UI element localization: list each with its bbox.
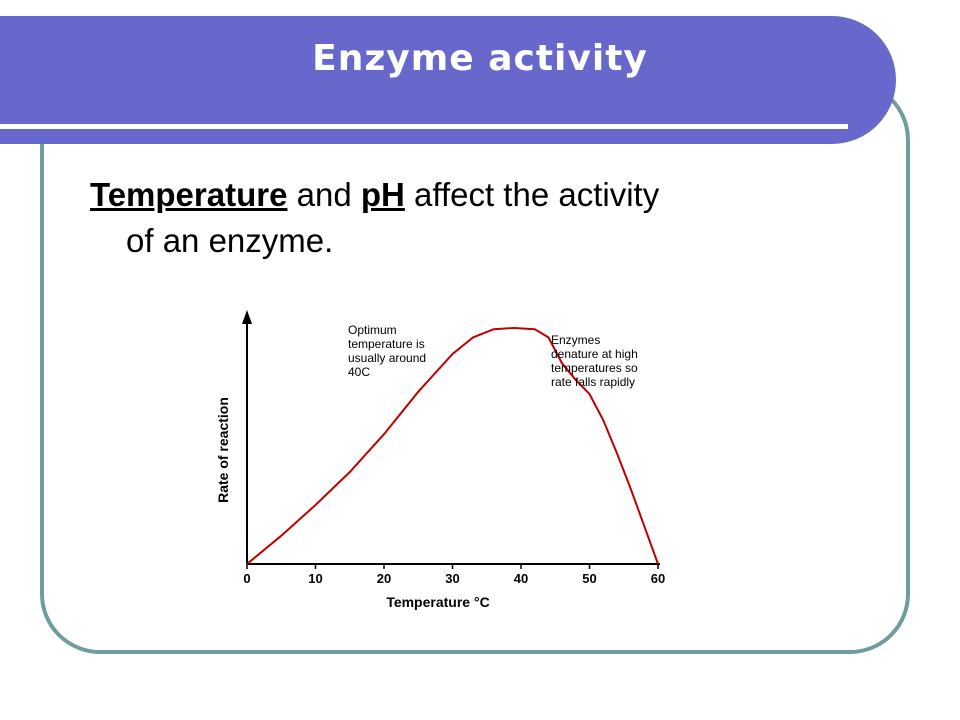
x-tick-label: 0 <box>243 571 250 586</box>
annotation-line: temperature is <box>348 337 425 351</box>
title-banner <box>0 16 896 144</box>
annotation-line: denature at high <box>551 347 638 361</box>
y-axis-arrow <box>242 310 252 324</box>
x-tick-label: 50 <box>582 571 596 586</box>
enzyme-temperature-chart: 0 10 20 30 40 50 60 Temperature °C Rate of rea… <box>215 310 665 610</box>
text-rest-line2: of an enzyme. <box>126 222 334 259</box>
x-axis-label: Temperature °C <box>386 594 489 610</box>
annotation-line: Enzymes <box>551 333 600 347</box>
optimum-annotation: Optimum temperature is usually around 40… <box>348 323 426 379</box>
term-temperature: Temperature <box>90 176 288 213</box>
annotation-line: temperatures so <box>551 361 638 375</box>
x-tick-label: 20 <box>377 571 391 586</box>
term-ph: pH <box>360 176 405 213</box>
banner-rule <box>0 124 848 129</box>
annotation-line: usually around <box>348 351 426 365</box>
y-axis-label: Rate of reaction <box>215 397 231 503</box>
x-tick-label: 60 <box>651 571 665 586</box>
text-rest-line1: affect the activity <box>404 176 660 213</box>
annotation-line: 40C <box>348 365 370 379</box>
x-tick-label: 10 <box>308 571 322 586</box>
annotation-line: rate falls rapidly <box>551 375 635 389</box>
body-text: Temperature and pH affect the activity o… <box>90 172 850 264</box>
slide-title: Enzyme activity <box>312 38 648 79</box>
denature-annotation: Enzymes denature at high temperatures so… <box>551 333 638 389</box>
rate-curve <box>246 326 659 565</box>
x-tick-label: 40 <box>514 571 528 586</box>
text-and: and <box>287 176 361 213</box>
annotation-line: Optimum <box>348 323 397 337</box>
x-tick-label: 30 <box>445 571 459 586</box>
